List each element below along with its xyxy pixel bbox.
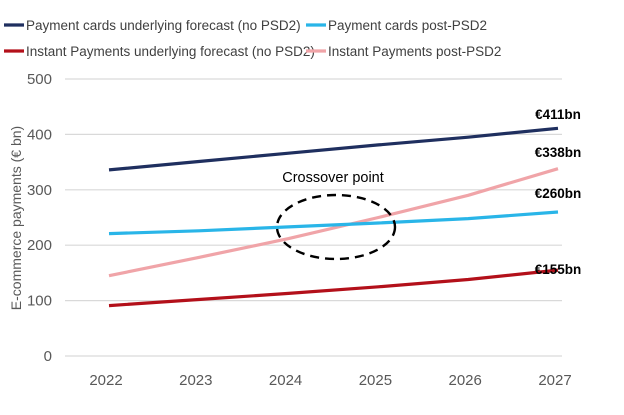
y-tick-label: 100 — [27, 293, 52, 310]
data-label: €338bn — [535, 145, 582, 160]
y-tick-label: 0 — [44, 348, 52, 365]
data-label: €411bn — [535, 107, 581, 122]
legend-item: Instant Payments underlying forecast (no… — [4, 44, 315, 59]
y-axis-ticks: 0 100 200 300 400 500 — [27, 71, 52, 365]
x-tick-label: 2025 — [359, 372, 392, 389]
y-tick-label: 500 — [27, 71, 52, 88]
y-tick-label: 300 — [27, 182, 52, 199]
series-line — [108, 268, 559, 308]
y-axis-label: E-commerce payments (€ bn) — [8, 126, 24, 310]
legend-label: Instant Payments underlying forecast (no… — [26, 44, 315, 59]
legend-label: Payment cards post-PSD2 — [328, 18, 487, 33]
crossover-ellipse — [275, 193, 397, 261]
legend: Payment cards underlying forecast (no PS… — [4, 18, 501, 59]
data-labels: €411bn €260bn €155bn €338bn — [535, 107, 582, 277]
x-tick-label: 2023 — [179, 372, 212, 389]
series-line — [108, 167, 559, 278]
data-label: €155bn — [535, 262, 582, 277]
data-label: €260bn — [535, 186, 582, 201]
gridlines — [65, 78, 562, 357]
legend-item: Instant Payments post-PSD2 — [306, 44, 501, 59]
annotations: Crossover point — [275, 170, 397, 261]
series-line — [108, 126, 559, 172]
x-tick-label: 2024 — [269, 372, 302, 389]
legend-label: Instant Payments post-PSD2 — [328, 44, 501, 59]
y-tick-label: 400 — [27, 126, 52, 143]
legend-item: Payment cards post-PSD2 — [306, 18, 487, 33]
legend-label: Payment cards underlying forecast (no PS… — [26, 18, 301, 33]
annotation-label: Crossover point — [282, 170, 384, 186]
x-axis-ticks: 2022 2023 2024 2025 2026 2027 — [89, 372, 571, 389]
x-tick-label: 2027 — [538, 372, 571, 389]
x-tick-label: 2022 — [89, 372, 122, 389]
legend-item: Payment cards underlying forecast (no PS… — [4, 18, 301, 33]
series-line — [108, 210, 559, 236]
y-tick-label: 200 — [27, 237, 52, 254]
x-tick-label: 2026 — [449, 372, 482, 389]
series-lines — [108, 126, 559, 308]
